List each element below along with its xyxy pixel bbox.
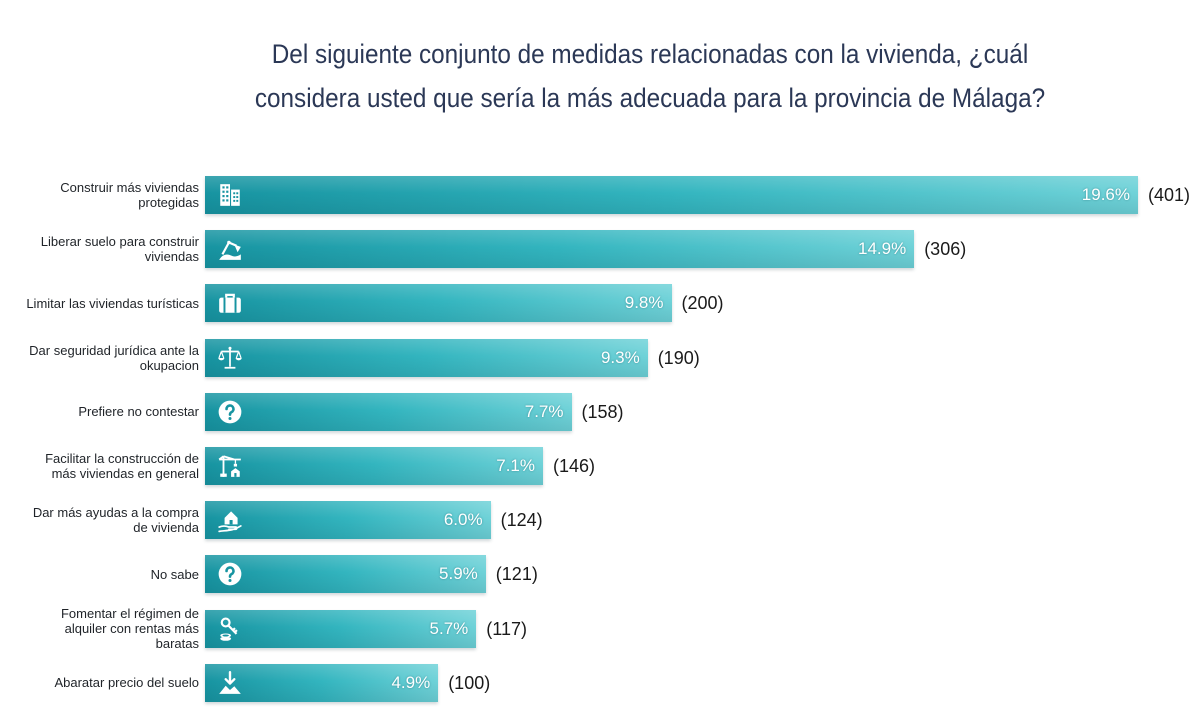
category-label: Dar más ayudas a la compra de vivienda <box>32 505 199 536</box>
bar: 19.6% <box>205 176 1138 214</box>
crane-icon <box>217 453 243 479</box>
suitcase-icon <box>217 290 243 316</box>
count-label: (146) <box>553 456 596 476</box>
question-icon <box>217 561 243 587</box>
bar-row: No sabe 5.9% (121) <box>0 555 1200 594</box>
bar-row: Dar más ayudas a la compra de vivienda 6… <box>0 501 1200 540</box>
hand-house-icon <box>217 507 243 533</box>
value-label: 5.9% <box>439 564 478 584</box>
count-label: (124) <box>500 510 543 531</box>
category-label: Fomentar el régimen de alquiler con rent… <box>60 606 199 652</box>
value-label: 7.1% <box>496 456 535 475</box>
bar: 14.9% <box>205 230 915 269</box>
bar-row: Liberar suelo para construir viviendas 1… <box>0 230 1200 269</box>
bar-row: Construir más viviendas protegidas 19.6%… <box>0 176 1200 214</box>
bar-row: Abaratar precio del suelo 4.9% (100) <box>0 663 1200 702</box>
excavator-icon <box>217 236 243 262</box>
category-label: Limitar las viviendas turísticas <box>26 295 199 311</box>
value-label: 19.6% <box>1081 185 1130 204</box>
category-label: Prefiere no contestar <box>78 404 199 420</box>
price-down-icon <box>217 670 243 696</box>
bar-row: Dar seguridad jurídica ante la okupacion… <box>0 338 1200 377</box>
count-label: (117) <box>486 618 527 639</box>
value-label: 6.0% <box>443 510 483 530</box>
category-label: Abaratar precio del suelo <box>54 675 199 691</box>
count-label: (200) <box>681 293 724 314</box>
value-label: 4.9% <box>391 672 431 692</box>
chart-title: Del siguiente conjunto de medidas relaci… <box>254 39 1046 113</box>
bar-row: Prefiere no contestar 7.7% (158) <box>0 392 1200 431</box>
value-label: 9.8% <box>624 293 664 313</box>
bar: 4.9% <box>205 663 439 702</box>
value-label: 5.7% <box>429 618 469 638</box>
count-label: (401) <box>1148 185 1191 205</box>
category-label: No sabe <box>150 566 199 582</box>
bar: 9.3% <box>205 338 648 377</box>
count-label: (190) <box>657 347 700 368</box>
value-label: 7.7% <box>524 401 564 421</box>
category-label: Construir más viviendas protegidas <box>60 180 199 210</box>
bar: 9.8% <box>205 284 672 323</box>
question-icon <box>217 399 243 425</box>
building-icon <box>217 182 243 208</box>
scales-icon <box>217 345 243 371</box>
count-label: (306) <box>924 239 967 260</box>
count-label: (121) <box>495 564 538 585</box>
category-label: Facilitar la construcción de más viviend… <box>45 451 199 481</box>
key-coins-icon <box>217 616 243 642</box>
count-label: (158) <box>581 401 624 422</box>
bar-row: Fomentar el régimen de alquiler con rent… <box>0 606 1200 652</box>
value-label: 14.9% <box>857 239 907 259</box>
value-label: 9.3% <box>600 347 640 367</box>
bar-row: Facilitar la construcción de más viviend… <box>0 447 1200 485</box>
bar-row: Limitar las viviendas turísticas 9.8% (20… <box>0 284 1200 323</box>
bar: 7.7% <box>205 392 572 431</box>
bar: 6.0% <box>205 501 491 540</box>
bar: 7.1% <box>205 447 543 485</box>
bar: 5.7% <box>205 609 477 648</box>
count-label: (100) <box>448 672 491 693</box>
bar: 5.9% <box>205 555 486 594</box>
category-label: Dar seguridad jurídica ante la okupacion <box>29 342 199 373</box>
category-label: Liberar suelo para construir viviendas <box>40 234 199 265</box>
